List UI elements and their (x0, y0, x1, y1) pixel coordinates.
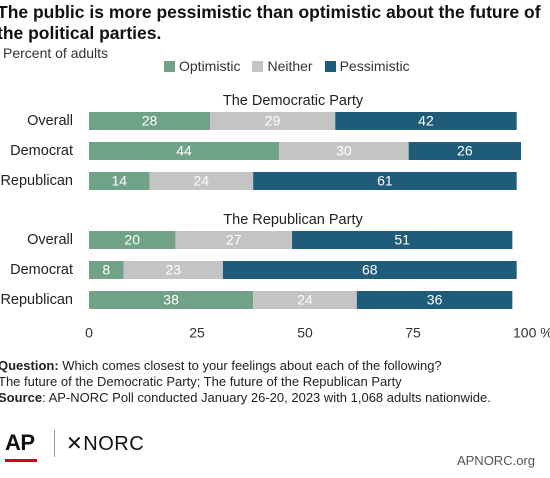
x-tick-label-2: 50 (297, 325, 313, 341)
data-label-the-democratic-party-overall-pessimistic: 42 (418, 113, 434, 129)
group-title-the-republican-party: The Republican Party (223, 212, 363, 228)
row-label-the-democratic-party-republican: Republican (0, 173, 73, 189)
legend: Optimistic Neither Pessimistic (164, 58, 410, 74)
data-label-the-republican-party-republican-neither: 24 (297, 292, 313, 308)
row-label-the-republican-party-democrat: Democrat (10, 262, 73, 278)
source-text: : AP-NORC Poll conducted January 26-20, … (42, 390, 491, 405)
bar-segment-the-republican-party-overall-optimistic (89, 231, 176, 249)
row-label-the-democratic-party-democrat: Democrat (10, 143, 73, 159)
legend-swatch-neither (252, 60, 264, 72)
data-label-the-republican-party-democrat-optimistic: 8 (102, 262, 110, 278)
row-label-the-republican-party-republican: Republican (0, 292, 73, 308)
row-label-the-democratic-party-overall: Overall (27, 113, 73, 129)
data-label-the-republican-party-overall-pessimistic: 51 (394, 232, 410, 248)
data-label-the-republican-party-republican-pessimistic: 36 (427, 292, 443, 308)
data-label-the-democratic-party-republican-optimistic: 14 (111, 173, 127, 189)
data-label-the-democratic-party-democrat-optimistic: 44 (176, 143, 192, 159)
ap-logo-underline (5, 459, 37, 462)
bar-segment-the-democratic-party-democrat-optimistic (89, 142, 280, 160)
row-label-the-republican-party-overall: Overall (27, 232, 73, 248)
bar-segment-the-republican-party-republican-neither (253, 291, 357, 309)
bar-segment-the-democratic-party-republican-neither (149, 172, 254, 190)
bar-segment-the-democratic-party-democrat-neither (279, 142, 409, 160)
bar-segment-the-democratic-party-democrat-pessimistic (408, 142, 521, 160)
source-note: Source: AP-NORC Poll conducted January 2… (0, 390, 550, 406)
legend-swatch-optimistic (164, 60, 175, 72)
chart-notes: Question: Which comes closest to your fe… (0, 358, 550, 406)
bar-segment-the-republican-party-overall-pessimistic (292, 231, 513, 249)
bar-segment-the-republican-party-republican-optimistic (89, 291, 254, 309)
site-link[interactable]: APNORC.org (456, 453, 535, 468)
bar-segment-the-democratic-party-overall-pessimistic (335, 112, 517, 130)
bar-segment-the-republican-party-democrat-neither (123, 261, 223, 279)
data-label-the-democratic-party-republican-neither: 24 (194, 173, 210, 189)
x-tick-label-4: 100 % (513, 325, 550, 341)
x-tick-label-0: 0 (85, 325, 93, 341)
question-text: Which comes closest to your feelings abo… (58, 358, 442, 373)
data-label-the-democratic-party-republican-pessimistic: 61 (377, 173, 393, 189)
legend-label-optimistic: Optimistic (179, 58, 241, 74)
legend-item-neither: Neither (252, 58, 313, 74)
legend-label-pessimistic: Pessimistic (339, 58, 410, 74)
data-label-the-republican-party-democrat-neither: 23 (165, 262, 181, 278)
legend-item-optimistic: Optimistic (164, 58, 240, 74)
source-label: Source (0, 390, 43, 405)
bar-segment-the-republican-party-democrat-pessimistic (222, 261, 517, 279)
bar-segment-the-republican-party-overall-neither (175, 231, 293, 249)
x-tick-label-1: 25 (189, 325, 205, 341)
data-label-the-democratic-party-democrat-neither: 30 (336, 143, 352, 159)
x-tick-label-3: 75 (405, 325, 421, 341)
data-label-the-republican-party-overall-optimistic: 20 (124, 232, 140, 248)
ap-logo: AP (5, 430, 35, 455)
chart-subtitle: Percent of adults (3, 45, 109, 61)
data-label-the-republican-party-democrat-pessimistic: 68 (362, 262, 378, 278)
logo-divider (54, 430, 55, 457)
question-line2: The future of the Democratic Party; The … (0, 374, 402, 389)
bar-segment-the-democratic-party-republican-pessimistic (253, 172, 517, 190)
question-note: Question: Which comes closest to your fe… (0, 358, 550, 374)
bar-segment-the-republican-party-democrat-optimistic (89, 261, 124, 279)
bar-segment-the-democratic-party-republican-optimistic (89, 172, 150, 190)
data-label-the-democratic-party-overall-optimistic: 28 (142, 113, 158, 129)
bar-segment-the-democratic-party-overall-optimistic (89, 112, 210, 130)
bar-segment-the-republican-party-republican-pessimistic (356, 291, 513, 309)
bar-segment-the-democratic-party-overall-neither (209, 112, 336, 130)
data-label-the-republican-party-republican-optimistic: 38 (163, 292, 179, 308)
data-label-the-democratic-party-democrat-pessimistic: 26 (457, 143, 473, 159)
legend-item-pessimistic: Pessimistic (324, 58, 410, 74)
stacked-bar-chart: The Democratic Party Overall 28 29 42 Democra… (0, 93, 550, 341)
chart-title: The public is more pessimistic than opti… (0, 2, 541, 43)
legend-swatch-pessimistic (324, 60, 336, 72)
legend-label-neither: Neither (267, 58, 313, 74)
question-label: Question: (0, 358, 59, 373)
data-label-the-democratic-party-overall-neither: 29 (265, 113, 281, 129)
norc-logo: ✕NORC (66, 433, 145, 455)
data-label-the-republican-party-overall-neither: 27 (226, 232, 242, 248)
group-title-the-democratic-party: The Democratic Party (223, 93, 364, 109)
